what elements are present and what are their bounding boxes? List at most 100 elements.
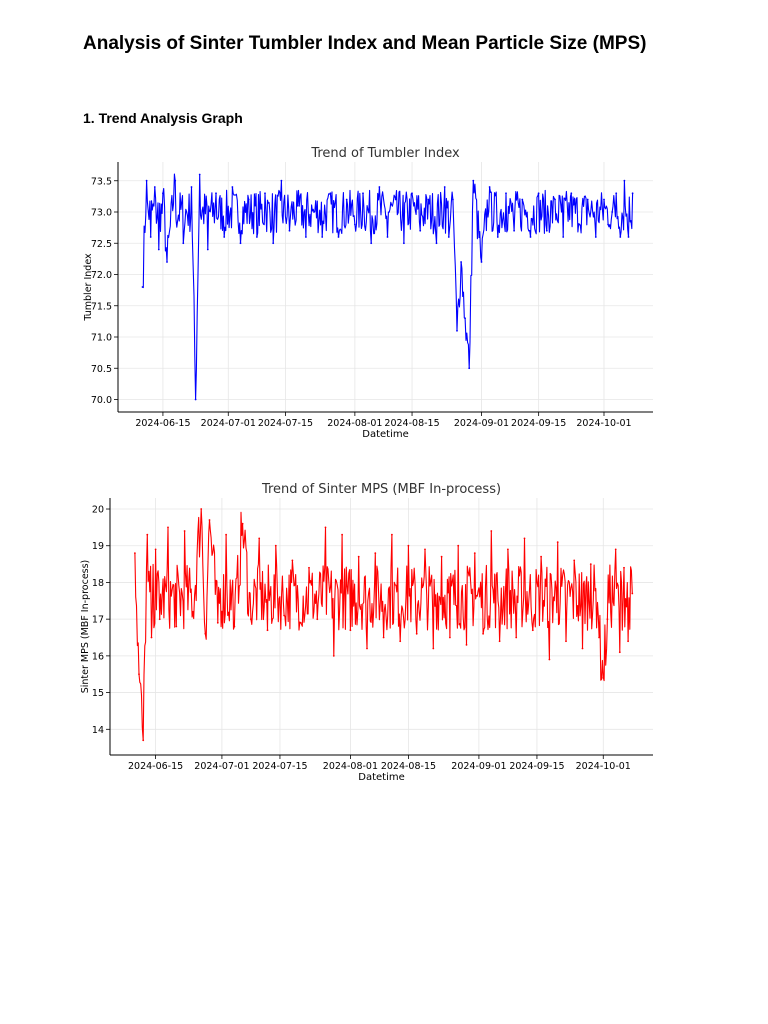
- tumbler-data-point: [419, 229, 422, 232]
- tumbler-data-point: [537, 192, 540, 195]
- mps-data-point: [308, 566, 310, 569]
- mps-data-point: [167, 526, 169, 529]
- tumbler-data-point: [378, 186, 381, 188]
- mps-data-point: [606, 618, 609, 621]
- tumbler-data-point: [247, 198, 250, 201]
- y-tick-label: 72.5: [91, 239, 112, 250]
- y-tick-label: 15: [92, 688, 104, 699]
- mps-data-point: [602, 677, 605, 679]
- mps-data-point: [208, 519, 211, 521]
- tumbler-series-line: [142, 173, 634, 401]
- mps-data-point: [192, 610, 194, 613]
- x-tick-label: 2024-08-15: [381, 761, 436, 772]
- mps-data-point: [357, 555, 360, 558]
- mps-data-point: [631, 592, 634, 595]
- mps-data-point: [623, 566, 625, 569]
- x-tick-label: 2024-10-01: [576, 761, 631, 772]
- tumbler-data-point: [329, 192, 332, 195]
- y-tick-label: 18: [92, 578, 104, 589]
- mps-data-point: [465, 644, 468, 646]
- x-tick-label: 2024-07-01: [194, 761, 249, 772]
- tumbler-data-point: [505, 192, 507, 195]
- y-tick-label: 14: [92, 725, 104, 736]
- mps-data-point: [266, 629, 269, 632]
- x-tick-label: 2024-10-01: [576, 418, 631, 429]
- tumbler-data-point: [607, 223, 609, 226]
- mps-data-point: [216, 621, 219, 624]
- mps-data-point: [382, 636, 385, 639]
- x-axis-label: Datetime: [358, 772, 405, 782]
- mps-data-point: [507, 548, 509, 551]
- x-tick-label: 2024-08-15: [384, 418, 439, 429]
- mps-data-point: [204, 632, 207, 635]
- mps-data-point: [482, 632, 484, 635]
- y-axis-label: Sinter MPS (MBF In-process): [80, 560, 91, 694]
- tumbler-data-point: [578, 223, 581, 226]
- tumbler-data-point: [153, 186, 156, 188]
- mps-data-point: [498, 640, 501, 643]
- mps-data-point: [274, 544, 277, 547]
- mps-data-point: [589, 563, 592, 565]
- mps-data-point: [316, 618, 319, 621]
- mps-data-point: [183, 530, 186, 532]
- tumbler-data-point: [239, 242, 242, 245]
- mps-data-point: [424, 548, 426, 551]
- mps-data-point: [440, 555, 443, 558]
- tumbler-data-point: [305, 236, 307, 238]
- y-tick-label: 73.0: [91, 208, 112, 219]
- tumbler-data-point: [611, 211, 614, 213]
- y-tick-label: 16: [92, 651, 104, 662]
- mps-data-point: [175, 625, 178, 628]
- tumbler-data-point: [403, 242, 405, 245]
- tumbler-data-point: [182, 242, 185, 245]
- tumbler-data-point: [345, 198, 348, 201]
- tumbler-data-point: [468, 367, 471, 370]
- tumbler-index-chart-svg: Trend of Tumbler Index 70.0 70.5 71.0 71.5 72…: [83, 146, 653, 438]
- tumbler-data-point: [190, 186, 193, 188]
- y-tick-label: 17: [92, 615, 104, 626]
- mps-data-point: [366, 647, 368, 650]
- mps-data-point: [341, 533, 343, 536]
- mps-data-point: [154, 548, 157, 551]
- x-tick-label: 2024-07-15: [258, 418, 313, 429]
- x-tick-label: 2024-09-01: [451, 761, 506, 772]
- tumbler-data-point: [337, 236, 340, 238]
- x-tick-label: 2024-06-15: [128, 761, 183, 772]
- tumbler-data-point: [603, 198, 605, 201]
- tumbler-data-point: [631, 192, 634, 195]
- tumbler-index-chart: Trend of Tumbler Index 70.0 70.5 71.0 71.5 72…: [83, 142, 655, 438]
- mps-series-line: [134, 508, 633, 741]
- tumbler-data-point: [141, 286, 144, 288]
- y-tick-label: 71.0: [91, 333, 112, 344]
- tumbler-data-point: [488, 186, 491, 188]
- mps-data-point: [241, 522, 244, 525]
- sinter-mps-chart-svg: Trend of Sinter MPS (MBF In-process) 14 15…: [80, 482, 653, 782]
- tumbler-data-point: [215, 192, 217, 195]
- tumbler-data-point: [288, 229, 291, 232]
- y-tick-label: 19: [92, 541, 104, 552]
- y-tick-label: 70.5: [91, 364, 112, 375]
- mps-data-point: [138, 673, 140, 676]
- tumbler-data-point: [272, 242, 275, 245]
- x-tick-label: 2024-09-15: [511, 418, 566, 429]
- mps-data-point: [531, 629, 534, 632]
- tumbler-data-point: [166, 261, 168, 263]
- mps-data-point: [457, 544, 460, 547]
- document-title: Analysis of Sinter Tumbler Index and Mea…: [83, 33, 647, 54]
- tumbler-data-point: [296, 204, 299, 207]
- tumbler-data-point: [362, 192, 364, 195]
- tumbler-data-point: [145, 179, 148, 182]
- tumbler-data-point: [354, 223, 356, 226]
- mps-data-point: [581, 647, 584, 650]
- tumbler-data-point: [496, 236, 499, 238]
- mps-data-point: [150, 636, 153, 639]
- tumbler-data-point: [570, 192, 573, 195]
- tumbler-data-point: [480, 261, 483, 263]
- chart-title: Trend of Sinter MPS (MBF In-process): [261, 482, 501, 497]
- mps-data-point: [391, 533, 393, 536]
- y-tick-label: 71.5: [91, 301, 112, 312]
- tumbler-data-point: [554, 198, 556, 201]
- tumbler-data-point: [194, 398, 197, 401]
- mps-data-point: [134, 552, 136, 554]
- mps-data-point: [449, 636, 451, 639]
